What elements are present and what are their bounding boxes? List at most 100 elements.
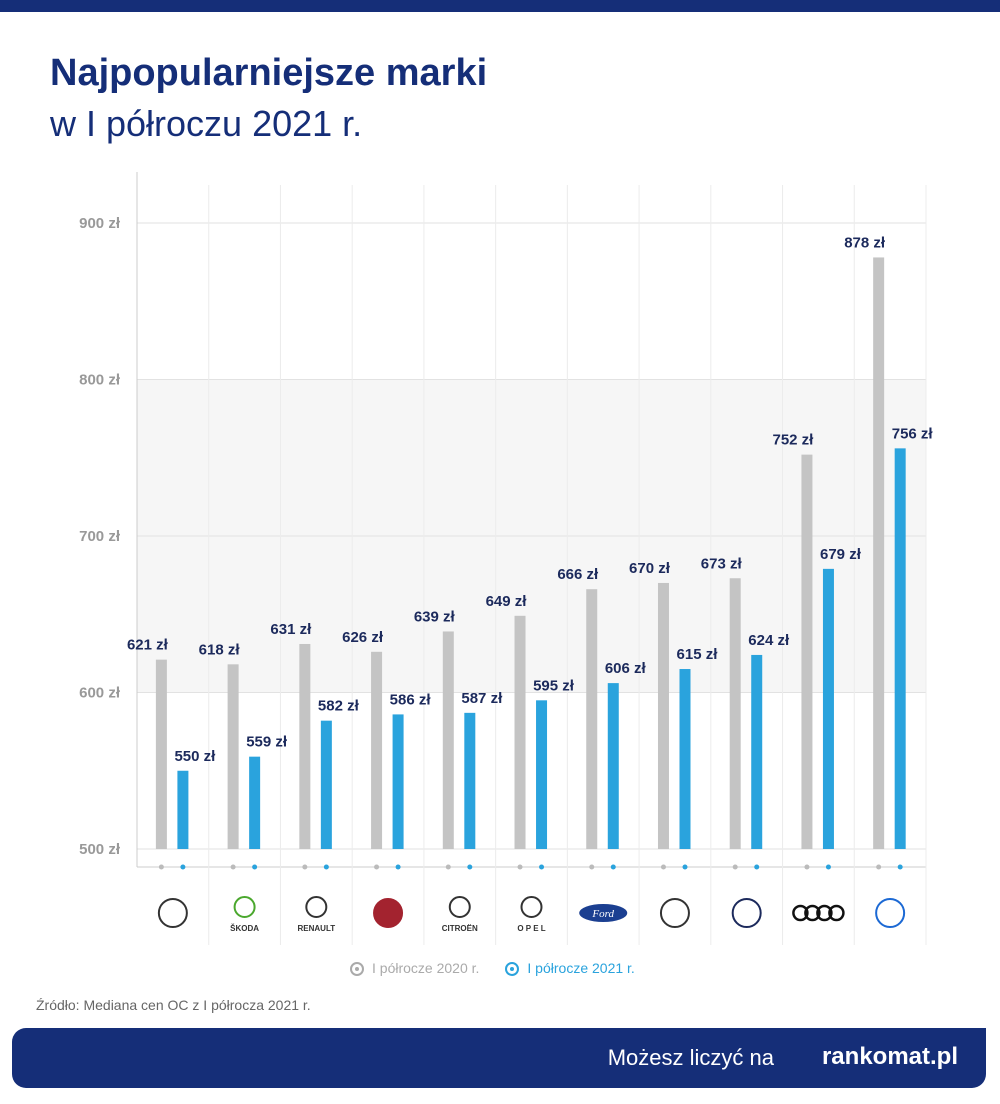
data-label: 756 zł — [892, 425, 934, 442]
ford-logo-icon — [579, 904, 628, 922]
bar-fiat-2020 — [371, 651, 383, 849]
footer-banner: Możesz liczyć na rankomat.pl — [12, 1028, 986, 1088]
x-tick-dot — [230, 864, 236, 870]
bar-opel-2021 — [536, 700, 548, 849]
toyota-logo-icon — [157, 898, 188, 928]
bar-ford-2021 — [607, 683, 619, 849]
y-tick-label: 500 zł — [79, 841, 121, 858]
bar-škoda-2020 — [227, 664, 239, 849]
fiat-logo-icon — [373, 898, 404, 928]
legend: I półrocze 2020 r. I półrocze 2021 r. — [350, 960, 635, 976]
peugeot-logo-icon — [659, 898, 690, 928]
opel-logo-text: O P E L — [517, 924, 545, 933]
legend-item-2021: I półrocze 2021 r. — [505, 960, 635, 976]
x-tick-dot — [539, 864, 545, 870]
bar-bmw-2021 — [894, 448, 906, 849]
bar-bmw-2020 — [873, 257, 885, 849]
x-tick-dot — [897, 864, 903, 870]
bar-audi-2020 — [801, 454, 813, 849]
chart-subtitle: w I półroczu 2021 r. — [50, 103, 363, 144]
x-tick-dot — [660, 864, 666, 870]
chart-title: Najpopularniejsze marki — [50, 52, 488, 94]
x-tick-dot — [517, 864, 523, 870]
x-tick-dot — [445, 864, 451, 870]
x-tick-dot — [589, 864, 595, 870]
bar-renault-2020 — [299, 643, 311, 849]
bar-citroën-2020 — [442, 631, 454, 849]
audi-ring-icon — [816, 904, 833, 922]
audi-ring-icon — [792, 904, 809, 922]
bar-volkswagen-2020 — [729, 578, 741, 849]
y-tick-label: 900 zł — [79, 215, 121, 232]
audi-ring-icon — [828, 904, 845, 922]
x-tick-dot — [804, 864, 810, 870]
x-tick-dot — [302, 864, 308, 870]
x-tick-dot — [876, 864, 882, 870]
data-label: 752 zł — [772, 432, 814, 449]
x-tick-dot — [682, 864, 688, 870]
bar-citroën-2021 — [464, 712, 476, 849]
citroën-logo-text: CITROËN — [442, 924, 478, 933]
x-tick-dot — [374, 864, 380, 870]
citroën-logo-icon — [448, 896, 471, 918]
legend-item-2020: I półrocze 2020 r. — [350, 960, 479, 976]
bar-renault-2021 — [320, 720, 332, 849]
legend-marker-icon — [505, 962, 520, 976]
bar-fiat-2021 — [392, 714, 404, 849]
x-tick-dot — [252, 864, 258, 870]
x-tick-dot — [732, 864, 738, 870]
bmw-logo-icon — [875, 898, 906, 928]
škoda-logo-text: ŠKODA — [230, 924, 259, 933]
bar-volkswagen-2021 — [751, 654, 763, 849]
data-label: 673 zł — [701, 555, 743, 572]
bar-toyota-2020 — [155, 659, 167, 849]
bar-ford-2020 — [586, 589, 598, 849]
volkswagen-logo-icon — [731, 898, 762, 928]
data-label: 878 zł — [844, 234, 886, 251]
ford-logo-text: Ford — [591, 908, 614, 920]
y-tick-label: 800 zł — [79, 372, 121, 389]
data-label: 624 zł — [748, 632, 790, 649]
data-label: 639 zł — [414, 608, 456, 625]
y-tick-label: 600 zł — [79, 685, 121, 702]
x-tick-dot — [754, 864, 760, 870]
x-tick-dot — [395, 864, 401, 870]
data-label: 606 zł — [605, 660, 647, 677]
data-label: 586 zł — [390, 691, 432, 708]
footer-slogan: Możesz liczyć na — [607, 1045, 774, 1070]
data-label: 595 zł — [533, 677, 575, 694]
data-label: 666 zł — [557, 566, 599, 583]
bar-škoda-2021 — [249, 756, 261, 849]
škoda-logo-icon — [233, 896, 256, 918]
data-label: 679 zł — [820, 546, 862, 563]
data-label: 626 zł — [342, 629, 384, 646]
brand-logo: rankomat.pl — [821, 1043, 958, 1070]
x-tick-dot — [323, 864, 329, 870]
data-label: 615 zł — [677, 646, 719, 663]
data-label: 550 zł — [174, 748, 216, 765]
opel-logo-icon — [520, 896, 543, 918]
data-label: 670 zł — [629, 560, 671, 577]
bar-opel-2020 — [514, 615, 526, 849]
data-label: 621 zł — [127, 637, 169, 654]
renault-logo-text: RENAULT — [298, 924, 336, 933]
bar-peugeot-2020 — [657, 582, 669, 849]
x-tick-dot — [610, 864, 616, 870]
x-tick-dot — [158, 864, 164, 870]
audi-ring-icon — [804, 904, 821, 922]
legend-marker-icon — [350, 962, 364, 976]
data-label: 559 zł — [246, 734, 288, 751]
renault-logo-icon — [305, 896, 328, 918]
top-bar — [0, 0, 1000, 12]
y-tick-label: 700 zł — [79, 528, 121, 545]
data-label: 587 zł — [461, 690, 503, 707]
x-tick-dot — [825, 864, 831, 870]
bar-audi-2021 — [822, 568, 834, 849]
bar-toyota-2021 — [177, 770, 189, 849]
x-tick-dot — [180, 864, 186, 870]
data-label: 582 zł — [318, 698, 360, 715]
source-note: Źródło: Mediana cen OC z I półrocza 2021… — [36, 997, 311, 1013]
data-label: 618 zł — [199, 641, 241, 658]
